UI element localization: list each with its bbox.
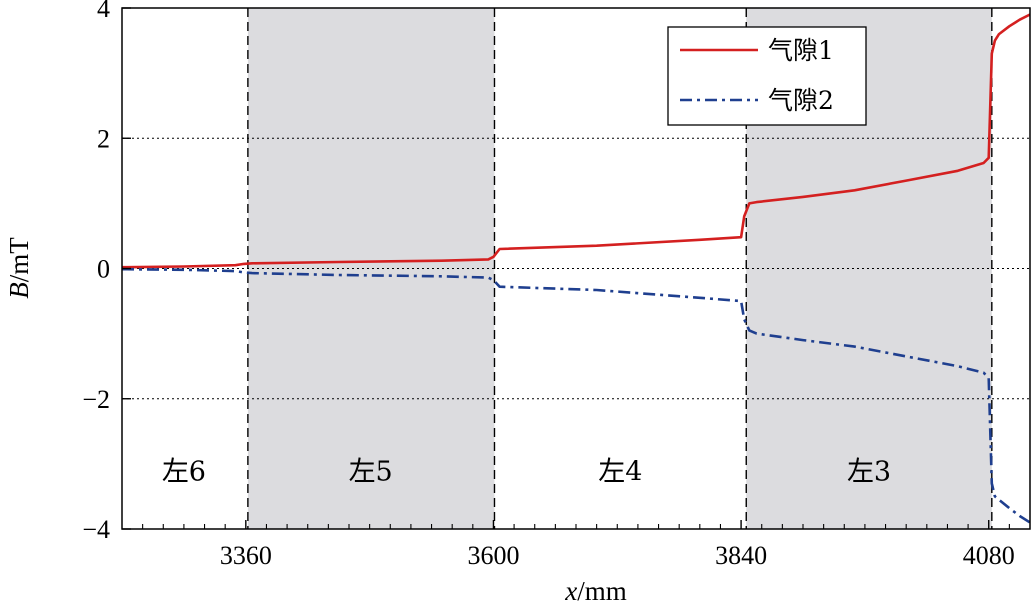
y-tick-label: −2 xyxy=(82,385,110,414)
x-tick-label: 3360 xyxy=(220,541,272,570)
series-line-2 xyxy=(121,267,1031,524)
x-axis-title: x/mm xyxy=(564,576,627,605)
region-label-3: 左4 xyxy=(598,456,642,487)
legend-label-series-2: 气隙2 xyxy=(768,86,834,115)
legend-label-series-1: 气隙1 xyxy=(768,36,834,65)
x-tick-label: 3840 xyxy=(715,541,767,570)
region-label-2: 左5 xyxy=(349,456,393,487)
legend-box xyxy=(667,26,867,126)
y-tick-label: −4 xyxy=(82,515,110,544)
data-series xyxy=(121,13,1031,524)
shaded-regions xyxy=(247,8,992,529)
x-tick-label: 3600 xyxy=(467,541,519,570)
y-tick-label: 2 xyxy=(97,124,110,153)
y-tick-label: 0 xyxy=(97,255,110,284)
region-labels: 左6 左5 左4 左3 xyxy=(162,456,891,487)
grid-lines xyxy=(122,137,1030,400)
legend: 气隙1 气隙2 xyxy=(667,26,867,126)
y-tick-label: 4 xyxy=(97,0,110,23)
y-axis-title: B/mT xyxy=(4,237,34,299)
region-label-4: 左3 xyxy=(847,456,891,487)
region-label-1: 左6 xyxy=(162,456,206,487)
axis-ticks: 3360 3600 3840 4080 4 2 0 −2 −4 xyxy=(82,0,1014,570)
series-line-1 xyxy=(121,13,1031,269)
x-tick-label: 4080 xyxy=(963,541,1015,570)
